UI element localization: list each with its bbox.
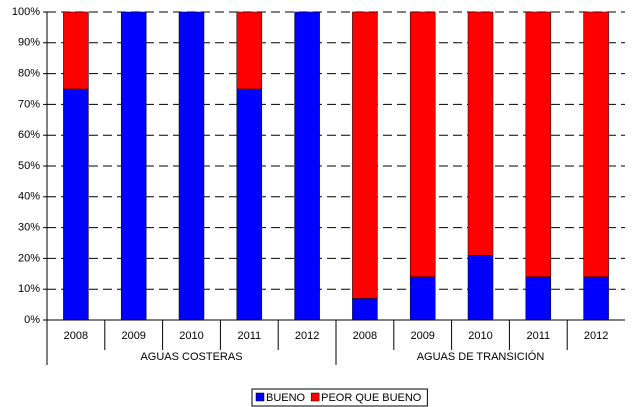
y-tick-label: 60% <box>18 129 40 141</box>
y-tick-label: 100% <box>12 6 40 18</box>
bar-segment <box>63 11 89 90</box>
legend-box <box>251 388 428 407</box>
legend-swatch <box>255 392 265 402</box>
bar-segment <box>352 298 378 321</box>
x-tick-label: 2009 <box>121 330 145 342</box>
bar-segment <box>467 11 494 256</box>
bar-segment <box>352 11 378 299</box>
y-tick-label: 10% <box>18 283 40 295</box>
bar-segment <box>236 88 263 321</box>
bar-segment <box>467 255 494 321</box>
x-tick-label: 2008 <box>353 330 377 342</box>
bar-segment <box>409 276 436 321</box>
x-tick-label: 2012 <box>584 330 608 342</box>
bar-segment <box>294 11 320 321</box>
bar-segment <box>63 88 89 321</box>
y-tick-label: 0% <box>24 314 40 326</box>
bar-segment <box>120 11 147 321</box>
y-tick-label: 40% <box>18 191 40 203</box>
y-tick-label: 90% <box>18 37 40 49</box>
x-tick-label: 2010 <box>468 330 492 342</box>
y-tick-label: 70% <box>18 98 40 110</box>
group-label: AGUAS DE TRANSICIÓN <box>417 350 545 363</box>
y-tick-label: 30% <box>18 222 40 234</box>
bar-segment <box>583 276 609 321</box>
legend-label: PEOR QUE BUENO <box>321 392 422 404</box>
bar-segment <box>409 11 436 278</box>
bar-segment <box>583 11 609 278</box>
legend-label: BUENO <box>266 392 306 404</box>
bar-segment <box>236 11 263 90</box>
x-tick-label: 2009 <box>410 330 434 342</box>
bar-segment <box>525 11 552 278</box>
x-tick-label: 2008 <box>64 330 88 342</box>
x-tick-label: 2011 <box>237 330 261 342</box>
legend-swatch <box>310 392 320 402</box>
x-tick-label: 2010 <box>179 330 203 342</box>
bar-segment <box>525 276 552 321</box>
group-label: AGUAS COSTERAS <box>140 351 242 363</box>
y-tick-label: 80% <box>18 68 40 80</box>
x-tick-label: 2012 <box>295 330 319 342</box>
bar-segment <box>178 11 205 321</box>
y-tick-label: 50% <box>18 160 40 172</box>
y-tick-label: 20% <box>18 252 40 264</box>
x-tick-label: 2011 <box>526 330 550 342</box>
